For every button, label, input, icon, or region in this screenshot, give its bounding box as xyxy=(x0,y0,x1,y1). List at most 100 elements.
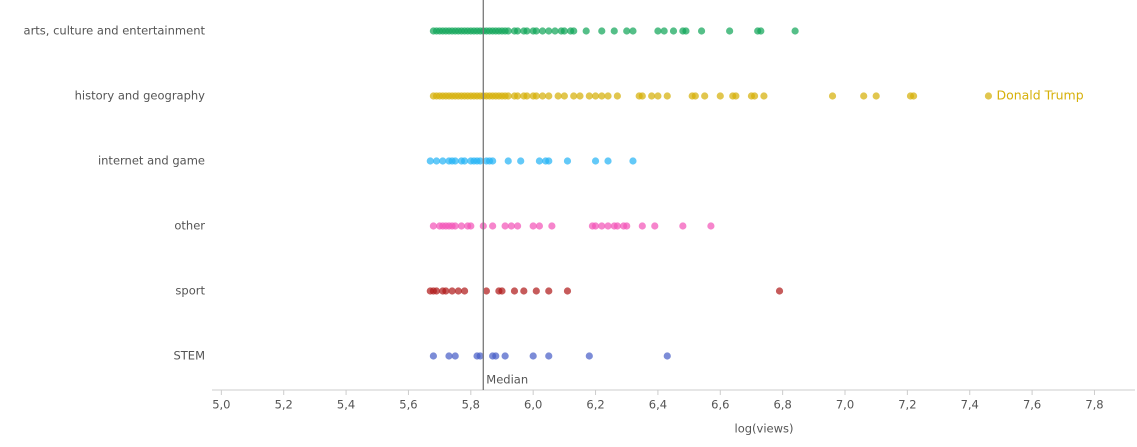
x-tick-label: 5,0 xyxy=(212,398,230,412)
x-tick-label: 6,8 xyxy=(773,398,791,412)
point xyxy=(460,157,469,165)
point xyxy=(791,27,799,35)
point xyxy=(629,157,637,165)
point xyxy=(757,27,765,35)
point xyxy=(545,287,553,295)
median-label: Median xyxy=(486,373,528,387)
point xyxy=(545,92,553,100)
category-label: history and geography xyxy=(75,89,206,103)
point xyxy=(651,222,659,230)
x-tick-label: 7,0 xyxy=(836,398,854,412)
point xyxy=(532,287,540,295)
point xyxy=(501,352,509,360)
point xyxy=(504,92,512,100)
point xyxy=(570,92,578,100)
point xyxy=(563,157,572,165)
point xyxy=(598,92,606,100)
point xyxy=(638,222,646,230)
point xyxy=(760,92,768,100)
point xyxy=(545,352,553,360)
point xyxy=(535,157,544,165)
point xyxy=(679,222,687,230)
point xyxy=(726,27,734,35)
point xyxy=(828,92,837,100)
point xyxy=(529,222,537,230)
x-tick-label: 5,2 xyxy=(275,398,293,412)
point xyxy=(535,222,544,230)
x-tick-label: 6,2 xyxy=(586,398,604,412)
point xyxy=(429,222,437,230)
point xyxy=(426,157,434,165)
point xyxy=(545,27,553,35)
point xyxy=(482,287,491,295)
point xyxy=(467,222,475,230)
point xyxy=(669,27,678,35)
point xyxy=(532,27,540,35)
point xyxy=(598,222,606,230)
point xyxy=(598,27,606,35)
point xyxy=(554,92,562,100)
annotation: Donald Trump xyxy=(996,88,1083,103)
point xyxy=(432,287,441,295)
point xyxy=(489,222,497,230)
point xyxy=(560,92,568,100)
point xyxy=(513,222,522,230)
point xyxy=(663,92,671,100)
point xyxy=(448,287,456,295)
point xyxy=(604,157,612,165)
x-tick-label: 5,8 xyxy=(462,398,480,412)
point xyxy=(570,27,578,35)
point xyxy=(523,92,531,100)
point xyxy=(682,27,690,35)
category-label: arts, culture and entertainment xyxy=(24,24,206,38)
x-tick-label: 7,8 xyxy=(1085,398,1103,412)
x-tick-label: 7,2 xyxy=(898,398,916,412)
point xyxy=(439,157,447,165)
point xyxy=(513,27,522,35)
point xyxy=(629,27,637,35)
category-label: sport xyxy=(175,284,205,298)
point xyxy=(613,222,621,230)
point xyxy=(648,92,656,100)
point xyxy=(582,27,590,35)
point xyxy=(623,27,631,35)
point xyxy=(476,352,484,360)
point xyxy=(454,287,462,295)
point xyxy=(513,92,522,100)
point xyxy=(585,92,593,100)
point xyxy=(451,352,459,360)
point xyxy=(775,287,784,295)
point xyxy=(560,27,568,35)
x-axis-label: log(views) xyxy=(735,422,794,436)
x-tick-label: 5,4 xyxy=(337,398,355,412)
point xyxy=(504,27,512,35)
point xyxy=(604,222,612,230)
point xyxy=(492,352,500,360)
point xyxy=(510,287,519,295)
category-label: other xyxy=(174,219,205,233)
point xyxy=(716,92,724,100)
point xyxy=(732,92,740,100)
point xyxy=(660,27,668,35)
point xyxy=(517,157,525,165)
point xyxy=(610,27,618,35)
point xyxy=(613,92,621,100)
point xyxy=(591,157,600,165)
point xyxy=(460,287,469,295)
point xyxy=(532,92,540,100)
point xyxy=(563,287,572,295)
point xyxy=(551,27,559,35)
point xyxy=(501,222,509,230)
point xyxy=(548,222,556,230)
point xyxy=(523,27,531,35)
point xyxy=(504,157,512,165)
point xyxy=(591,222,600,230)
point xyxy=(429,352,437,360)
point xyxy=(701,92,709,100)
point xyxy=(476,157,484,165)
point xyxy=(451,222,459,230)
point xyxy=(750,92,759,100)
category-label: internet and game xyxy=(98,154,205,168)
x-tick-label: 7,6 xyxy=(1023,398,1041,412)
